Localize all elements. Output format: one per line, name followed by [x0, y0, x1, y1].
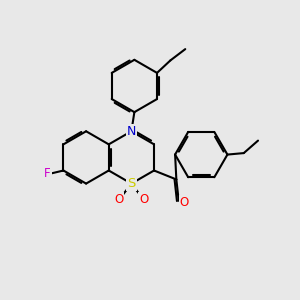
Text: S: S: [127, 177, 136, 190]
Text: N: N: [127, 125, 136, 138]
Text: O: O: [139, 194, 148, 206]
Text: O: O: [179, 196, 189, 209]
Text: F: F: [44, 167, 51, 180]
Text: O: O: [114, 194, 124, 206]
